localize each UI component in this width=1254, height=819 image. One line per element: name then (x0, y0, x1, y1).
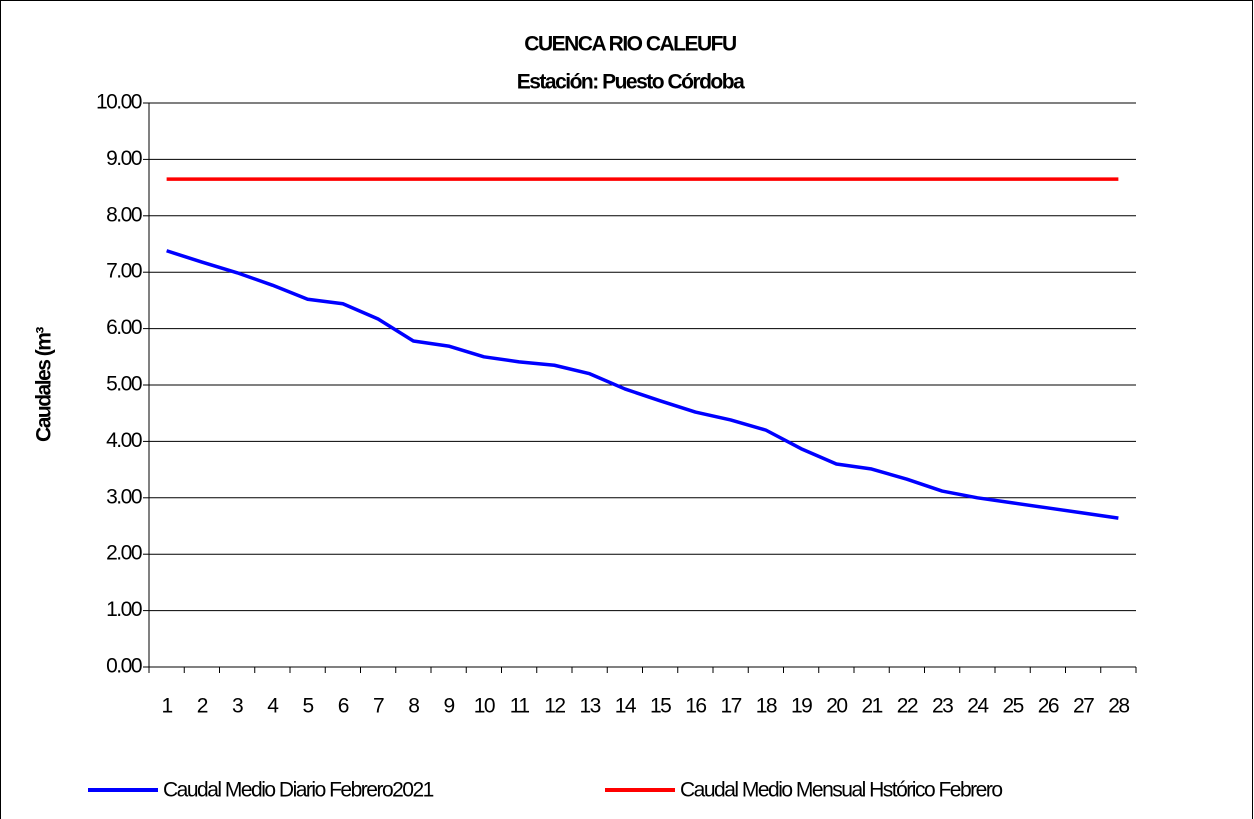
y-axis-label: Caudales (m³ (33, 327, 56, 442)
x-tick-label: 10 (474, 695, 495, 718)
x-tick-label: 7 (373, 695, 384, 718)
y-tick-label: 9.00 (106, 147, 142, 170)
x-tick-label: 12 (544, 695, 565, 718)
x-tick-label: 3 (232, 695, 243, 718)
chart-subtitle: Estación: Puesto Córdoba (517, 71, 745, 94)
x-tick-label: 1 (162, 695, 173, 718)
y-tick-label: 5.00 (106, 373, 142, 396)
y-tick-label: 1.00 (106, 598, 142, 621)
x-tick-label: 25 (1002, 695, 1023, 718)
x-tick-label: 8 (408, 695, 419, 718)
x-tick-label: 23 (932, 695, 953, 718)
series-line (166, 249, 1119, 520)
x-tick-label: 13 (579, 695, 600, 718)
x-tick-label: 15 (650, 695, 671, 718)
x-tick-label: 24 (967, 695, 989, 718)
x-tick-label: 14 (615, 695, 637, 718)
y-tick-label: 6.00 (106, 316, 142, 339)
y-tick-label: 0.00 (106, 655, 142, 678)
y-tick-label: 7.00 (106, 260, 142, 283)
x-tick-label: 28 (1108, 695, 1129, 718)
x-tick-label: 21 (861, 695, 882, 718)
x-tick-label: 4 (267, 695, 279, 718)
x-tick-label: 26 (1038, 695, 1059, 718)
x-tick-label: 2 (197, 695, 208, 718)
y-tick-label: 4.00 (106, 429, 142, 452)
y-tick-label: 3.00 (106, 485, 142, 508)
x-tick-label: 11 (510, 695, 530, 718)
x-tick-label: 17 (720, 695, 741, 718)
y-tick-label: 8.00 (106, 203, 142, 226)
legend-label: Caudal Medio Diario Febrero2021 (163, 779, 434, 802)
x-tick-label: 19 (791, 695, 812, 718)
x-tick-label: 5 (303, 695, 314, 718)
y-tick-label: 2.00 (106, 542, 142, 565)
x-tick-label: 6 (338, 695, 349, 718)
x-tick-label: 22 (897, 695, 918, 718)
y-tick-label: 10.00 (96, 91, 142, 114)
x-tick-label: 9 (444, 695, 455, 718)
x-tick-label: 18 (756, 695, 777, 718)
chart-title: CUENCA RIO CALEUFU (524, 33, 736, 56)
legend-label: Caudal Medio Mensual Hstórico Febrero (680, 779, 1002, 802)
x-tick-label: 27 (1073, 695, 1094, 718)
x-tick-label: 16 (685, 695, 706, 718)
x-tick-label: 20 (826, 695, 847, 718)
